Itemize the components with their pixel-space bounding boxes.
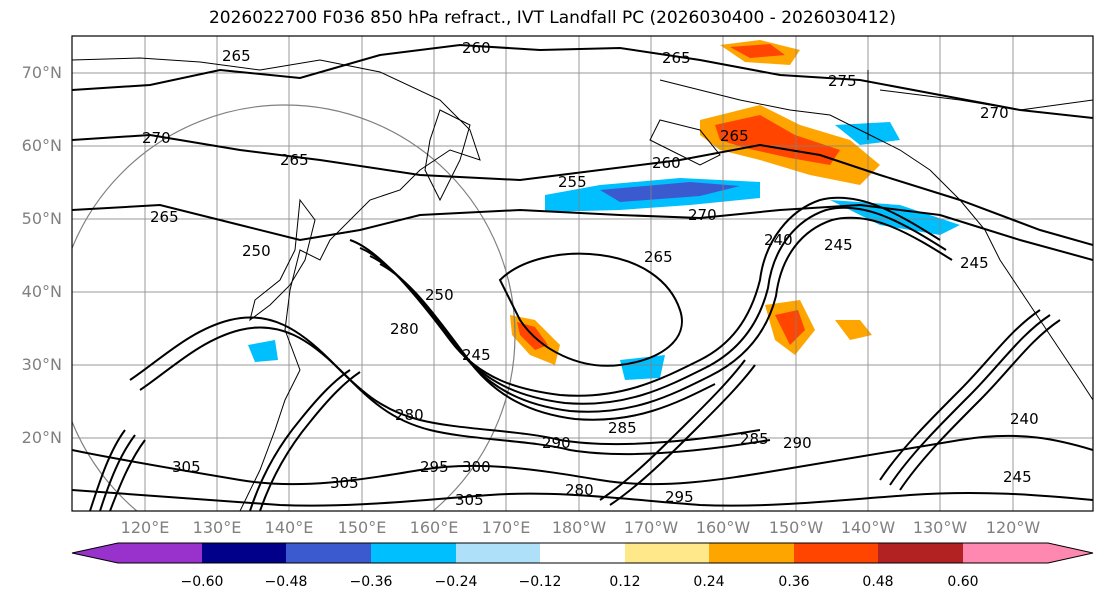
kamchatka-coastline [424, 109, 471, 202]
north-america-coastline [659, 79, 1093, 401]
colorbar-tick-label: −0.36 [349, 574, 393, 590]
contour-label: 275 [828, 72, 857, 90]
contour-label: 295 [420, 458, 449, 476]
lat-label: 70°N [21, 63, 62, 82]
lon-label: 170°W [623, 518, 679, 537]
colorbar-swatch [118, 543, 202, 563]
contour-label: 285 [608, 419, 637, 437]
lon-label: 180°W [551, 518, 607, 537]
contour-label: 300 [462, 458, 491, 476]
lon-label: 140°W [840, 518, 896, 537]
lat-label: 50°N [21, 209, 62, 228]
colorbar-swatch [963, 543, 1048, 563]
contour-label: 250 [425, 286, 454, 304]
colorbar-swatch [794, 543, 878, 563]
colorbar-tick-label: 0.12 [609, 574, 641, 590]
contour-label: 265 [222, 47, 251, 65]
colorbar-swatch [625, 543, 709, 563]
contour-label: 280 [390, 320, 419, 338]
contour-label: 265 [280, 151, 309, 169]
colorbar-swatch [286, 543, 371, 563]
positive-anomaly-east-core [775, 310, 805, 345]
lon-label: 130°W [912, 518, 968, 537]
contour-label-layer: 265 260 265 275 270 270 265 265 260 255 … [142, 39, 1039, 509]
japan-coastline [249, 198, 316, 322]
lon-label: 130°E [192, 518, 242, 537]
alaska-coastline [649, 119, 721, 166]
contour-label: 260 [462, 39, 491, 57]
negative-anomaly-trough [620, 355, 665, 380]
contour-label: 305 [330, 474, 359, 492]
contour-label: 245 [960, 254, 989, 272]
negative-anomaly-japan [248, 340, 278, 362]
colorbar-swatch [878, 543, 963, 563]
colorbar-swatch [202, 543, 286, 563]
colorbar-extend-max [1048, 543, 1093, 563]
colorbar-swatch [371, 543, 456, 563]
colorbar-tick-label: −0.60 [180, 574, 224, 590]
colorbar-tick-label: 0.36 [778, 574, 810, 590]
lon-label: 120°W [985, 518, 1041, 537]
lat-label: 30°N [21, 355, 62, 374]
contour-label: 270 [980, 104, 1009, 122]
contour-label: 245 [824, 236, 853, 254]
colorbar-swatch [540, 543, 625, 563]
lon-label: 170°E [481, 518, 531, 537]
region-circle [72, 104, 516, 511]
map-border [71, 35, 1094, 512]
chart-title: 2026022700 F036 850 hPa refract., IVT La… [208, 8, 896, 28]
contour-label: 265 [662, 49, 691, 67]
lon-label: 160°W [695, 518, 751, 537]
colorbar-tick-label: 0.24 [693, 574, 725, 590]
contour-label: 265 [720, 127, 749, 145]
colorbar [71, 542, 1094, 564]
lon-label: 120°E [120, 518, 170, 537]
contour-label: 270 [142, 129, 171, 147]
contour-label: 245 [1003, 468, 1032, 486]
colorbar-tick-label: −0.24 [434, 574, 478, 590]
contour-label: 255 [558, 173, 587, 191]
lon-label: 160°E [409, 518, 459, 537]
contour-label: 270 [688, 206, 717, 224]
positive-anomaly-arctic-core [730, 44, 785, 58]
contour-label: 280 [395, 406, 424, 424]
lon-label: 140°E [264, 518, 314, 537]
contour-label: 295 [665, 488, 694, 506]
contour-label: 260 [652, 154, 681, 172]
contour-label: 280 [565, 481, 594, 499]
colorbar-tick-label: −0.12 [518, 574, 562, 590]
contour-label: 265 [644, 248, 673, 266]
refractivity-contours [72, 43, 1093, 511]
asia-coastline [72, 57, 481, 511]
contour-label: 305 [455, 491, 484, 509]
contour-label: 305 [172, 458, 201, 476]
coastlines [72, 57, 1093, 511]
colorbar-tick-label: −0.48 [264, 574, 308, 590]
lat-label: 20°N [21, 428, 62, 447]
contour-label: 240 [764, 231, 793, 249]
colorbar-swatch [709, 543, 794, 563]
positive-anomaly-subtropic [835, 320, 872, 340]
lat-label: 60°N [21, 136, 62, 155]
contour-label: 285 [740, 430, 769, 448]
colorbar-swatch [456, 543, 540, 563]
negative-anomaly-core [600, 182, 740, 202]
colorbar-tick-label: 0.60 [947, 574, 979, 590]
contour-label: 250 [242, 242, 271, 260]
shaded-anomaly-fields [248, 40, 960, 380]
lat-label: 40°N [21, 282, 62, 301]
colorbar-extend-min [72, 543, 118, 563]
contour-label: 245 [462, 346, 491, 364]
contour-label: 290 [542, 434, 571, 452]
lon-label: 150°E [337, 518, 387, 537]
contour-label: 290 [783, 434, 812, 452]
colorbar-outline [71, 542, 1094, 564]
contour-label: 265 [150, 208, 179, 226]
lon-label: 150°W [768, 518, 824, 537]
contour-label: 240 [1010, 410, 1039, 428]
colorbar-tick-label: 0.48 [862, 574, 894, 590]
